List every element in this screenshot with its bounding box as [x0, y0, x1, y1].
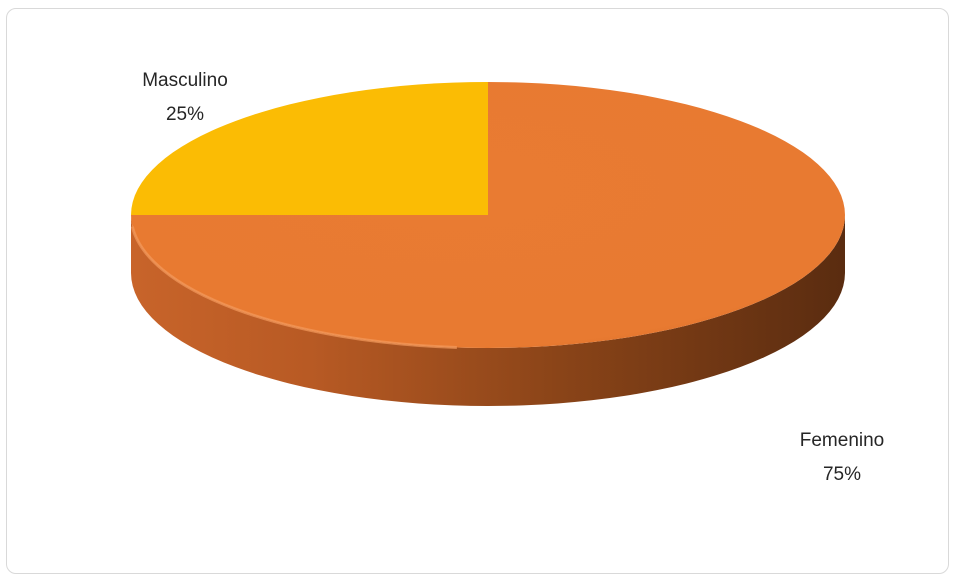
- slice-femenino-side: [131, 215, 845, 406]
- label-femenino-name: Femenino: [800, 430, 885, 451]
- slice-masculino: [131, 82, 488, 215]
- label-masculino-name: Masculino: [142, 70, 228, 91]
- label-masculino-pct: 25%: [166, 104, 204, 125]
- slice-femenino-bevel: [130, 226, 457, 349]
- label-femenino-pct: 75%: [823, 464, 861, 485]
